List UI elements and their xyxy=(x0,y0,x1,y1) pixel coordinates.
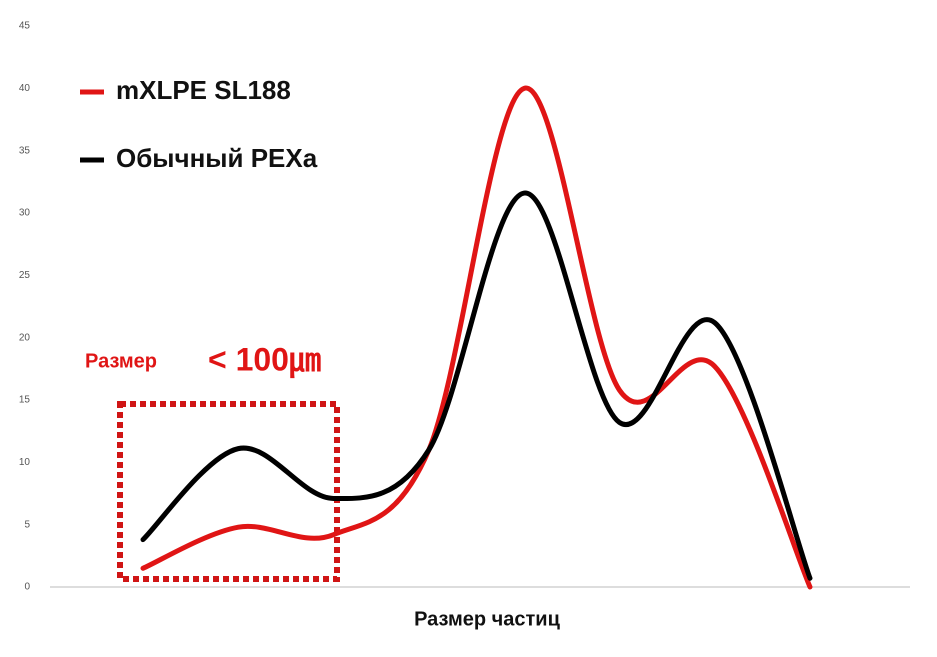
legend-label: mXLPE SL188 xyxy=(116,75,291,105)
legend-label: Обычный PEXa xyxy=(116,143,318,173)
annotation: Размер xyxy=(85,350,157,372)
y-tick-label: 35 xyxy=(19,145,31,156)
y-tick-label: 15 xyxy=(19,395,31,406)
y-tick-label: 0 xyxy=(24,582,30,593)
x-axis-label: Размер частиц xyxy=(414,608,561,630)
y-tick-label: 40 xyxy=(19,83,31,94)
y-tick-label: 45 xyxy=(19,21,31,32)
y-tick-label: 20 xyxy=(19,332,31,343)
series-line xyxy=(140,85,813,590)
highlight-box xyxy=(117,401,340,582)
series-line xyxy=(140,190,813,581)
y-tick-label: 25 xyxy=(19,270,31,281)
y-tick-label: 5 xyxy=(24,519,30,530)
y-tick-label: 10 xyxy=(19,457,31,468)
y-tick-label: 30 xyxy=(19,208,31,219)
annotation: < 100㎛ xyxy=(208,341,321,378)
